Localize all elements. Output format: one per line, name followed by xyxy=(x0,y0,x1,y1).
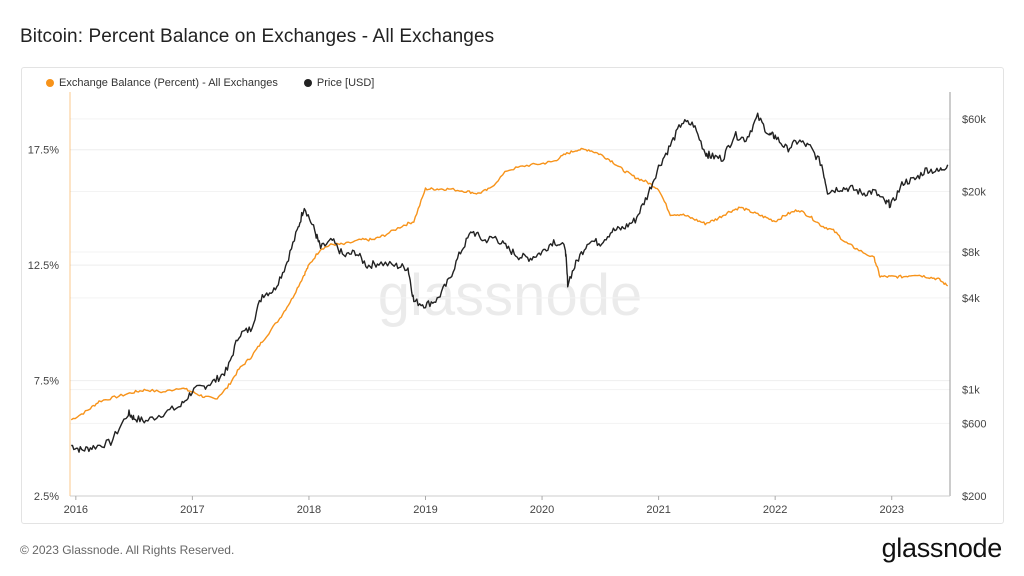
x-tick-label-5: 2021 xyxy=(646,504,670,516)
legend-item-balance[interactable]: Exchange Balance (Percent) - All Exchang… xyxy=(46,77,278,89)
x-tick-label-1: 2017 xyxy=(180,504,204,516)
chart-frame xyxy=(21,67,1004,524)
legend-swatch-price xyxy=(303,79,312,87)
brand-logo: glassnode xyxy=(881,533,1003,563)
chart-legend: Exchange Balance (Percent) - All Exchang… xyxy=(46,77,374,89)
left-tick-label-1: 7.5% xyxy=(34,376,59,388)
x-tick-label-3: 2019 xyxy=(413,504,437,516)
x-tick-label-6: 2022 xyxy=(763,504,787,516)
right-tick-label-0: $200 xyxy=(962,491,986,503)
chart-title: Bitcoin: Percent Balance on Exchanges - … xyxy=(20,26,495,47)
right-tick-label-6: $60k xyxy=(962,114,986,126)
right-tick-label-3: $4k xyxy=(962,293,980,305)
legend-swatch-balance xyxy=(46,79,54,87)
legend-label-balance: Exchange Balance (Percent) - All Exchang… xyxy=(59,77,278,89)
left-tick-label-3: 17.5% xyxy=(28,145,59,157)
copyright-footer: © 2023 Glassnode. All Rights Reserved. xyxy=(20,543,235,557)
x-tick-label-0: 2016 xyxy=(64,504,88,516)
series-line-exchange-balance xyxy=(70,147,949,421)
left-tick-label-2: 12.5% xyxy=(28,260,59,272)
x-tick-label-2: 2018 xyxy=(297,504,321,516)
right-tick-label-2: $1k xyxy=(962,385,980,397)
x-tick-label-7: 2023 xyxy=(879,504,903,516)
x-tick-label-4: 2020 xyxy=(530,504,554,516)
legend-item-price[interactable]: Price [USD] xyxy=(303,77,375,89)
left-tick-label-0: 2.5% xyxy=(34,491,59,503)
legend-label-price: Price [USD] xyxy=(316,77,375,89)
right-tick-label-1: $600 xyxy=(962,418,986,430)
series-line-price xyxy=(71,112,949,453)
watermark-text: glassnode xyxy=(378,263,642,328)
right-tick-label-4: $8k xyxy=(962,247,980,259)
right-tick-label-5: $20k xyxy=(962,186,986,198)
